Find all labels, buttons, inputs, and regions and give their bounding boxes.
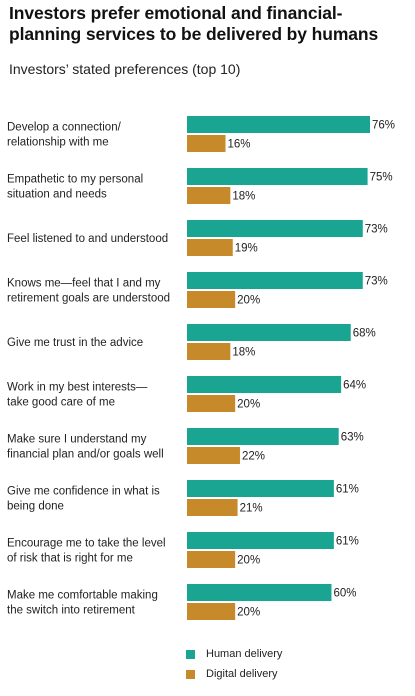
value-label-human: 63% bbox=[341, 432, 364, 444]
value-label-digital: 20% bbox=[237, 555, 260, 567]
value-label-digital: 18% bbox=[232, 191, 255, 203]
category-label: Make me comfortable making bbox=[7, 590, 158, 602]
value-label-digital: 18% bbox=[232, 347, 255, 359]
category-label: situation and needs bbox=[7, 189, 107, 201]
bar-chart: Develop a connection/relationship with m… bbox=[7, 116, 395, 620]
category-label: being done bbox=[7, 501, 64, 513]
bar-human-delivery bbox=[187, 532, 334, 549]
value-label-human: 75% bbox=[370, 172, 393, 184]
category-label: Give me confidence in what is bbox=[7, 486, 160, 498]
bar-human-delivery bbox=[187, 376, 342, 393]
bar-human-delivery bbox=[187, 428, 339, 445]
bar-digital-delivery bbox=[187, 499, 238, 516]
category-label: Encourage me to take the level bbox=[7, 538, 166, 550]
bar-human-delivery bbox=[187, 272, 363, 289]
category-label: Feel listened to and understood bbox=[7, 233, 168, 245]
bar-human-delivery bbox=[187, 584, 332, 601]
category-label: take good care of me bbox=[7, 397, 115, 409]
category-label: Empathetic to my personal bbox=[7, 174, 143, 186]
chart-title: Investors prefer emotional and financial… bbox=[9, 3, 379, 44]
value-label-human: 64% bbox=[343, 380, 366, 392]
bar-digital-delivery bbox=[187, 239, 233, 256]
bar-digital-delivery bbox=[187, 343, 231, 360]
bar-digital-delivery bbox=[187, 603, 236, 620]
bar-human-delivery bbox=[187, 480, 334, 497]
value-label-digital: 22% bbox=[242, 451, 265, 463]
value-label-human: 73% bbox=[365, 224, 388, 236]
category-label: of risk that is right for me bbox=[7, 553, 133, 565]
value-label-digital: 19% bbox=[235, 243, 258, 255]
value-label-digital: 20% bbox=[237, 295, 260, 307]
category-label: retirement goals are understood bbox=[7, 293, 170, 305]
value-label-human: 60% bbox=[333, 588, 356, 600]
bar-digital-delivery bbox=[187, 395, 236, 412]
bar-digital-delivery bbox=[187, 187, 231, 204]
category-label: Give me trust in the advice bbox=[7, 337, 143, 349]
legend-label-digital: Digital delivery bbox=[206, 668, 278, 680]
category-label: Work in my best interests— bbox=[7, 382, 148, 394]
legend-swatch-digital bbox=[186, 670, 195, 679]
category-label: Develop a connection/ bbox=[7, 122, 122, 134]
bar-digital-delivery bbox=[187, 291, 236, 308]
value-label-digital: 20% bbox=[237, 607, 260, 619]
legend-label-human: Human delivery bbox=[206, 648, 283, 660]
bar-human-delivery bbox=[187, 168, 368, 185]
value-label-human: 61% bbox=[336, 536, 359, 548]
category-label: relationship with me bbox=[7, 137, 109, 149]
bar-digital-delivery bbox=[187, 447, 240, 464]
value-label-human: 68% bbox=[353, 328, 376, 340]
bar-human-delivery bbox=[187, 220, 363, 237]
category-label: financial plan and/or goals well bbox=[7, 449, 164, 461]
value-label-human: 61% bbox=[336, 484, 359, 496]
bar-human-delivery bbox=[187, 116, 370, 133]
category-label: Knows me—feel that I and my bbox=[7, 278, 161, 290]
chart-subtitle: Investors’ stated preferences (top 10) bbox=[9, 61, 241, 77]
category-label: Make sure I understand my bbox=[7, 434, 147, 446]
value-label-digital: 21% bbox=[240, 503, 263, 515]
bar-digital-delivery bbox=[187, 551, 236, 568]
legend-swatch-human bbox=[186, 650, 195, 659]
value-label-digital: 16% bbox=[228, 139, 251, 151]
value-label-human: 76% bbox=[372, 120, 395, 132]
value-label-digital: 20% bbox=[237, 399, 260, 411]
category-label: the switch into retirement bbox=[7, 605, 136, 617]
bar-digital-delivery bbox=[187, 135, 226, 152]
value-label-human: 73% bbox=[365, 276, 388, 288]
bar-human-delivery bbox=[187, 324, 351, 341]
